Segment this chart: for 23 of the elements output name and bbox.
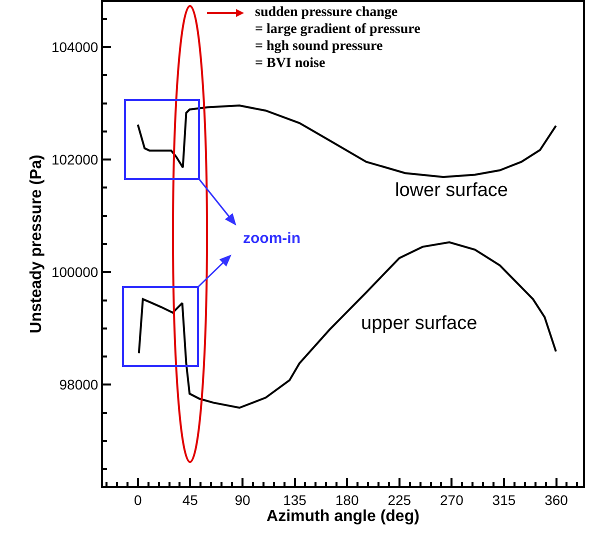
annotation: = hgh sound pressure (255, 39, 383, 54)
x-tick-label: 0 (134, 492, 142, 508)
y-axis-title: Unsteady pressure (Pa) (28, 154, 45, 334)
x-tick-label: 315 (492, 492, 516, 508)
y-tick-label: 98000 (59, 376, 98, 393)
annotation: = BVI noise (255, 56, 326, 71)
x-tick-label: 180 (335, 492, 359, 508)
x-tick-label: 45 (182, 492, 198, 508)
series-label: upper surface (361, 313, 478, 334)
x-tick-label: 90 (234, 492, 250, 508)
line-series (136, 104, 557, 178)
y-tick-label: 102000 (51, 151, 98, 168)
x-tick-label: 360 (544, 492, 568, 508)
x-tick-label: 135 (283, 492, 307, 508)
annotation: sudden pressure change (255, 5, 398, 20)
y-tick-label: 104000 (51, 38, 98, 55)
x-tick-label: 225 (388, 492, 412, 508)
annotation: = large gradient of pressure (255, 22, 420, 37)
series-label: lower surface (395, 180, 508, 201)
annotation: zoom-in (243, 230, 300, 247)
x-tick-label: 270 (440, 492, 464, 508)
y-tick-label: 100000 (51, 264, 98, 280)
x-axis-title: Azimuth angle (deg) (266, 508, 420, 525)
